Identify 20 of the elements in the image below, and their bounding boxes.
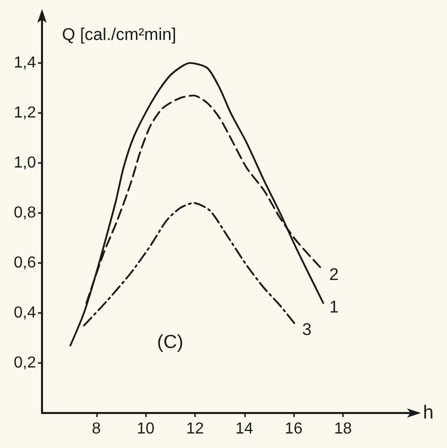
y-tick-label: 0,6 <box>14 254 36 272</box>
y-tick-label: 0,4 <box>14 304 36 322</box>
x-tick-label: 8 <box>92 420 101 438</box>
y-tick-label: 0,2 <box>14 354 36 372</box>
x-tick-label: 16 <box>284 420 303 438</box>
series-label: 1 <box>329 298 339 316</box>
series-label: 3 <box>302 320 312 339</box>
x-axis-title: h <box>423 402 434 424</box>
y-tick-label: 1,4 <box>14 54 36 72</box>
line-series <box>83 202 298 326</box>
x-tick-label: 10 <box>136 420 155 438</box>
annotation: (C) <box>157 332 184 353</box>
y-tick-label: 1,0 <box>14 154 36 172</box>
y-tick-label: 1,2 <box>14 104 36 122</box>
y-axis-title: Q [cal./cm²min] <box>62 25 176 44</box>
x-tick-label: 12 <box>186 420 204 438</box>
y-tick-label: 0,8 <box>14 204 36 222</box>
x-tick-label: 18 <box>334 420 352 438</box>
x-tick-label: 14 <box>235 420 254 438</box>
series-label: 2 <box>329 265 339 284</box>
